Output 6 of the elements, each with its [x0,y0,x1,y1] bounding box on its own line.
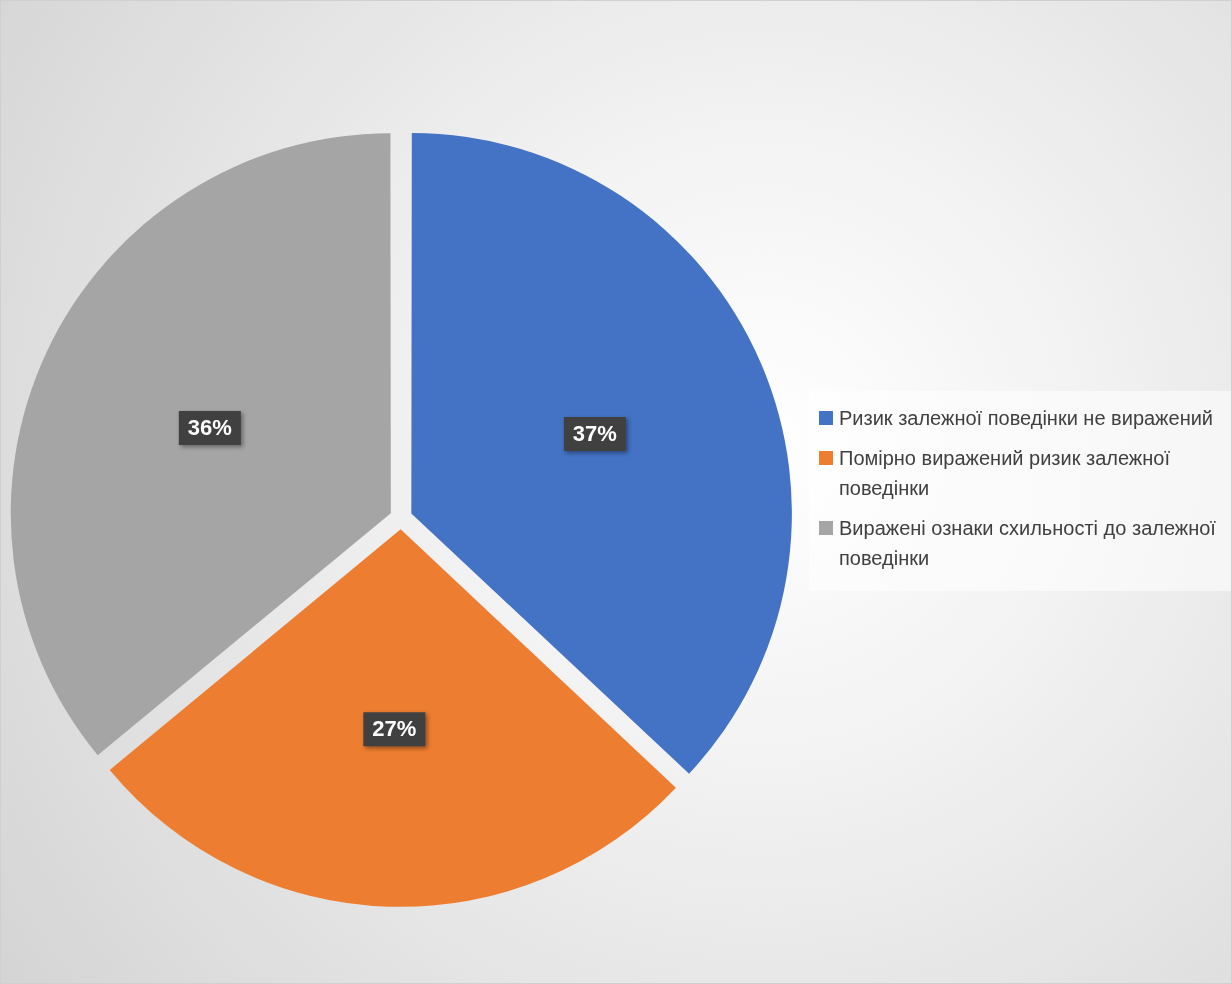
legend-label: Ризик залежної поведінки не виражений [839,406,1214,431]
data-label: 36% [187,415,232,441]
data-label: 27% [372,716,417,742]
legend-label: Помірно виражений ризик залежної поведінки [839,446,1171,501]
data-label: 37% [572,421,617,447]
legend-label: Виражені ознаки схильності до залежної поведінки [839,516,1217,571]
